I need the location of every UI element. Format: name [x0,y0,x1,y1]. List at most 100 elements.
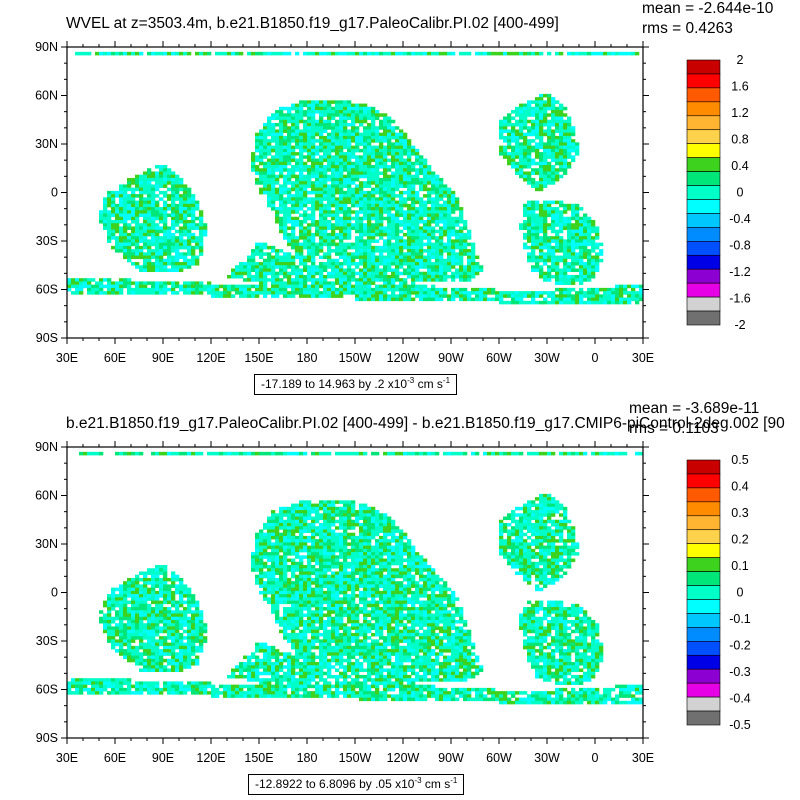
field-cell [287,274,292,279]
field-cell [395,287,400,292]
field-cell [119,239,124,243]
field-cell [343,190,348,195]
field-cell [267,184,272,188]
field-cell [251,258,256,263]
field-cell [431,187,436,192]
field-cell [395,203,400,208]
field-cell [167,281,172,285]
field-cell [403,158,408,163]
field-cell [543,513,548,517]
field-cell [599,252,604,256]
field-cell [143,236,148,240]
field-cell [295,216,300,221]
field-cell [323,287,328,292]
field-cell [267,197,272,201]
field-cell [395,135,400,140]
field-cell [483,51,488,56]
field-cell [427,278,432,282]
field-cell [439,187,444,192]
field-cell [295,219,300,224]
field-cell [391,522,396,527]
field-cell [303,522,308,527]
field-cell [367,165,372,169]
field-cell [275,158,280,163]
field-cell [343,158,348,163]
field-cell [123,223,128,227]
field-cell [567,226,572,230]
field-cell [147,213,152,218]
field-cell [411,207,416,211]
field-cell [135,265,140,269]
field-cell [427,181,432,185]
field-cell [571,158,576,163]
field-cell [139,281,144,285]
field-cell [255,278,260,282]
field-cell [547,122,552,127]
field-cell [587,216,592,221]
field-cell [143,219,148,224]
field-cell [327,232,332,237]
field-cell [399,135,404,140]
field-cell [319,262,324,266]
field-cell [539,106,544,111]
field-cell [411,145,416,150]
field-cell [275,262,280,266]
field-cell [551,210,556,214]
field-cell [311,216,316,221]
field-cell [303,139,308,143]
field-cell [271,187,276,192]
field-cell [355,110,360,114]
field-cell [571,239,576,243]
field-cell [411,181,416,185]
field-cell [547,200,552,205]
field-cell [547,132,552,137]
field-cell [355,287,360,292]
field-cell [435,236,440,240]
field-cell [375,203,380,208]
field-cell [395,132,400,137]
field-cell [299,532,304,537]
field-cell [447,223,452,227]
field-cell [615,284,620,289]
field-cell [343,197,348,201]
field-cell [115,207,120,211]
field-cell [127,236,132,240]
field-cell [335,155,340,159]
field-cell [271,510,276,514]
field-cell [379,177,384,182]
field-cell [287,262,292,266]
field-cell [331,294,336,298]
field-cell [335,142,340,146]
field-cell [335,129,340,133]
field-cell [311,129,316,133]
field-cell [431,216,436,221]
field-cell [287,216,292,221]
field-cell [167,287,172,292]
field-cell [415,155,420,159]
field-cell [447,203,452,208]
field-cell [219,294,224,298]
field-cell [395,278,400,282]
field-cell [263,284,268,289]
field-cell [355,513,360,517]
field-cell [103,223,108,227]
field-cell [343,284,348,289]
field-cell [171,232,176,237]
field-cell [591,265,596,269]
field-cell [611,51,616,56]
field-cell [375,258,380,263]
field-cell [287,194,292,198]
colorbar-swatch [686,296,721,312]
field-cell [403,152,408,156]
field-cell [531,510,536,514]
field-cell [151,219,156,224]
field-cell [579,451,584,456]
field-cell [275,135,280,140]
field-cell [375,265,380,269]
field-cell [283,126,288,130]
field-cell [155,51,160,56]
field-cell [191,287,196,292]
field-cell [407,239,412,243]
field-cell [447,265,452,269]
field-cell [303,519,308,524]
